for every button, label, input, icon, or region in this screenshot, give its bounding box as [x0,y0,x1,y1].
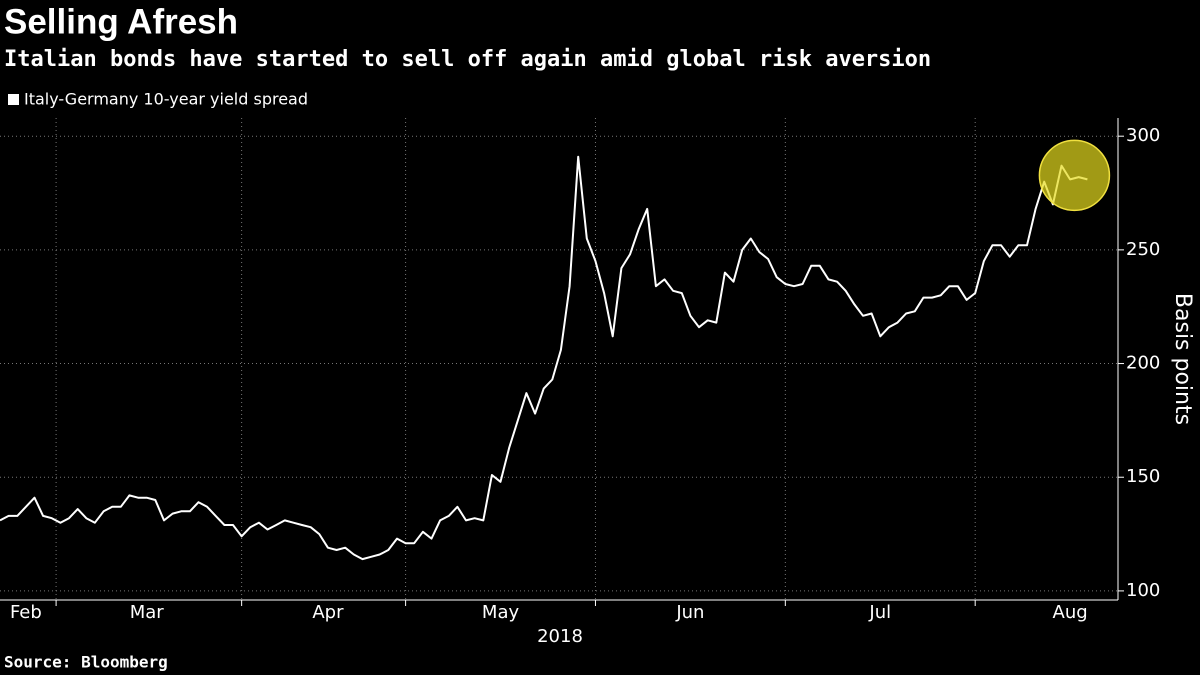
chart-subtitle: Italian bonds have started to sell off a… [4,47,931,72]
y-axis-label: Basis points [1170,293,1195,425]
chart-title: Selling Afresh [4,2,238,41]
y-tick-label: 100 [1126,580,1160,601]
y-tick-label: 250 [1126,239,1160,260]
x-tick-label: Jun [675,602,704,623]
legend-label: Italy-Germany 10-year yield spread [24,90,308,109]
x-tick-label: Apr [312,602,344,623]
x-tick-label: May [482,602,520,623]
source: Source: Bloomberg [4,653,168,672]
legend-swatch [8,94,19,105]
x-axis-label: 2018 [537,626,583,647]
y-tick-label: 200 [1126,353,1160,374]
highlight [1038,139,1111,212]
x-tick-label: Aug [1053,602,1088,623]
y-tick-label: 150 [1126,466,1160,487]
y-tick-label: 300 [1126,125,1160,146]
x-tick-label: Mar [130,602,165,623]
x-tick-label: Jul [868,602,891,623]
line [0,155,1088,561]
x-tick-label: Feb [10,602,42,623]
